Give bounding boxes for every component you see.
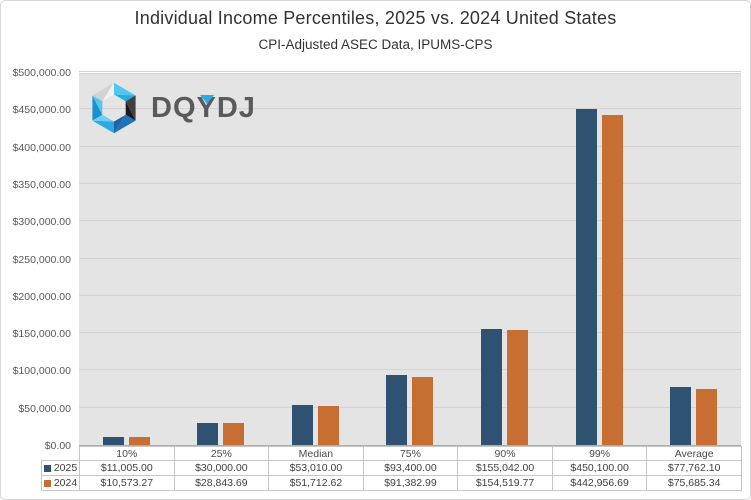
gridline [79,332,741,334]
bar-group-90% [457,74,552,445]
value-cell-2024-75%: $91,382.99 [362,475,459,491]
logo-y-triangle-icon [199,94,214,104]
gridline [79,182,741,184]
value-cell-2024-25%: $28,843.69 [173,475,270,491]
y-tick-label: $200,000.00 [12,290,71,303]
value-cell-2025-Median: $53,010.00 [268,460,364,476]
legend-cell-2025: 2025 [41,460,80,476]
bar-2025-25% [197,422,219,445]
value-cell-2024-Average: $75,685.34 [646,475,742,491]
bar-group-75% [363,74,458,445]
bar-2024-99% [601,114,623,445]
value-cell-2025-25%: $30,000.00 [173,460,270,476]
y-tick-label: $250,000.00 [12,253,71,266]
bar-2025-90% [481,329,503,445]
bar-group-10% [79,74,174,445]
value-cell-2025-Average: $77,762.10 [646,460,742,476]
bar-2025-75% [386,375,408,445]
y-tick-label: $400,000.00 [12,141,71,154]
gridline [79,406,741,408]
value-cell-2025-10%: $11,005.00 [79,460,175,476]
category-header-75%: 75% [362,446,459,461]
table-corner-cell [42,447,80,461]
category-header-25%: 25% [173,446,270,461]
gridline [79,294,741,296]
category-header-Median: Median [268,446,364,461]
legend-swatch-2024-icon [43,479,51,487]
gridline [79,257,741,259]
bar-group-99% [552,74,647,445]
bar-group-Average [646,74,741,445]
bar-2024-75% [412,376,434,445]
legend-label-2024: 2024 [53,477,78,489]
bar-2024-Median [317,406,339,445]
bar-2024-90% [507,329,529,445]
table-header-row: 10% 25% Median 75% 90% 99% Average [42,446,742,461]
y-tick-label: $50,000.00 [18,402,71,415]
category-header-99%: 99% [551,446,648,461]
value-cell-2025-90%: $155,042.00 [457,460,553,476]
gridline [79,108,741,110]
gridline [79,145,741,147]
bar-2024-25% [223,423,245,445]
legend-label-2025: 2025 [53,462,78,474]
y-tick-label: $100,000.00 [12,365,71,378]
value-cell-2024-10%: $10,573.27 [79,475,175,491]
value-cell-2025-75%: $93,400.00 [362,460,459,476]
y-tick-label: $150,000.00 [12,328,71,341]
legend-cell-2024: 2024 [41,475,80,491]
table-row-2024: 2024 $10,573.27 $28,843.69 $51,712.62 $91,38… [41,475,742,491]
value-cell-2024-Median: $51,712.62 [268,475,364,491]
y-tick-label: $300,000.00 [12,216,71,229]
gridline [79,220,741,222]
value-cell-2024-99%: $442,956.69 [551,475,648,491]
legend-swatch-2025-icon [43,464,51,472]
chart-subtitle: CPI-Adjusted ASEC Data, IPUMS-CPS [258,37,493,52]
bar-2025-Average [670,387,692,445]
bar-2025-10% [102,436,124,445]
bar-group-25% [174,74,269,445]
bar-2025-Median [291,405,313,445]
category-header-Average: Average [646,446,742,461]
category-header-10%: 10% [79,446,175,461]
value-cell-2024-90%: $154,519.77 [457,475,553,491]
bar-group-Median [268,74,363,445]
bar-2025-99% [575,109,597,445]
y-tick-label: $450,000.00 [12,104,71,117]
dqydj-hexagon-logo-icon [92,82,136,134]
table-body: 10% 25% Median 75% 90% 99% Average 2025 $11,005.… [41,446,742,491]
value-cell-2025-99%: $450,100.00 [551,460,648,476]
logo-text: DQY DJ [151,91,256,124]
dqydj-logo: DQY DJ [87,81,256,135]
y-axis: $0.00 $50,000.00 $100,000.00 $150,000.00 $20… [1,67,71,452]
table-row-2025: 2025 $11,005.00 $30,000.00 $53,010.00 $93,40… [41,460,742,476]
bar-2024-10% [128,437,150,445]
y-tick-label: $350,000.00 [12,178,71,191]
y-tick-label: $500,000.00 [12,67,71,79]
bar-2024-Average [696,388,718,445]
gridline [79,369,741,371]
chart-title: Individual Income Percentiles, 2025 vs. … [134,8,617,28]
plot-area [79,71,741,446]
y-tick-label: $0.00 [44,440,71,452]
data-table: 10% 25% Median 75% 90% 99% Average 2025 $11,005.… [41,446,742,491]
gridline [79,71,741,72]
category-header-90%: 90% [457,446,553,461]
